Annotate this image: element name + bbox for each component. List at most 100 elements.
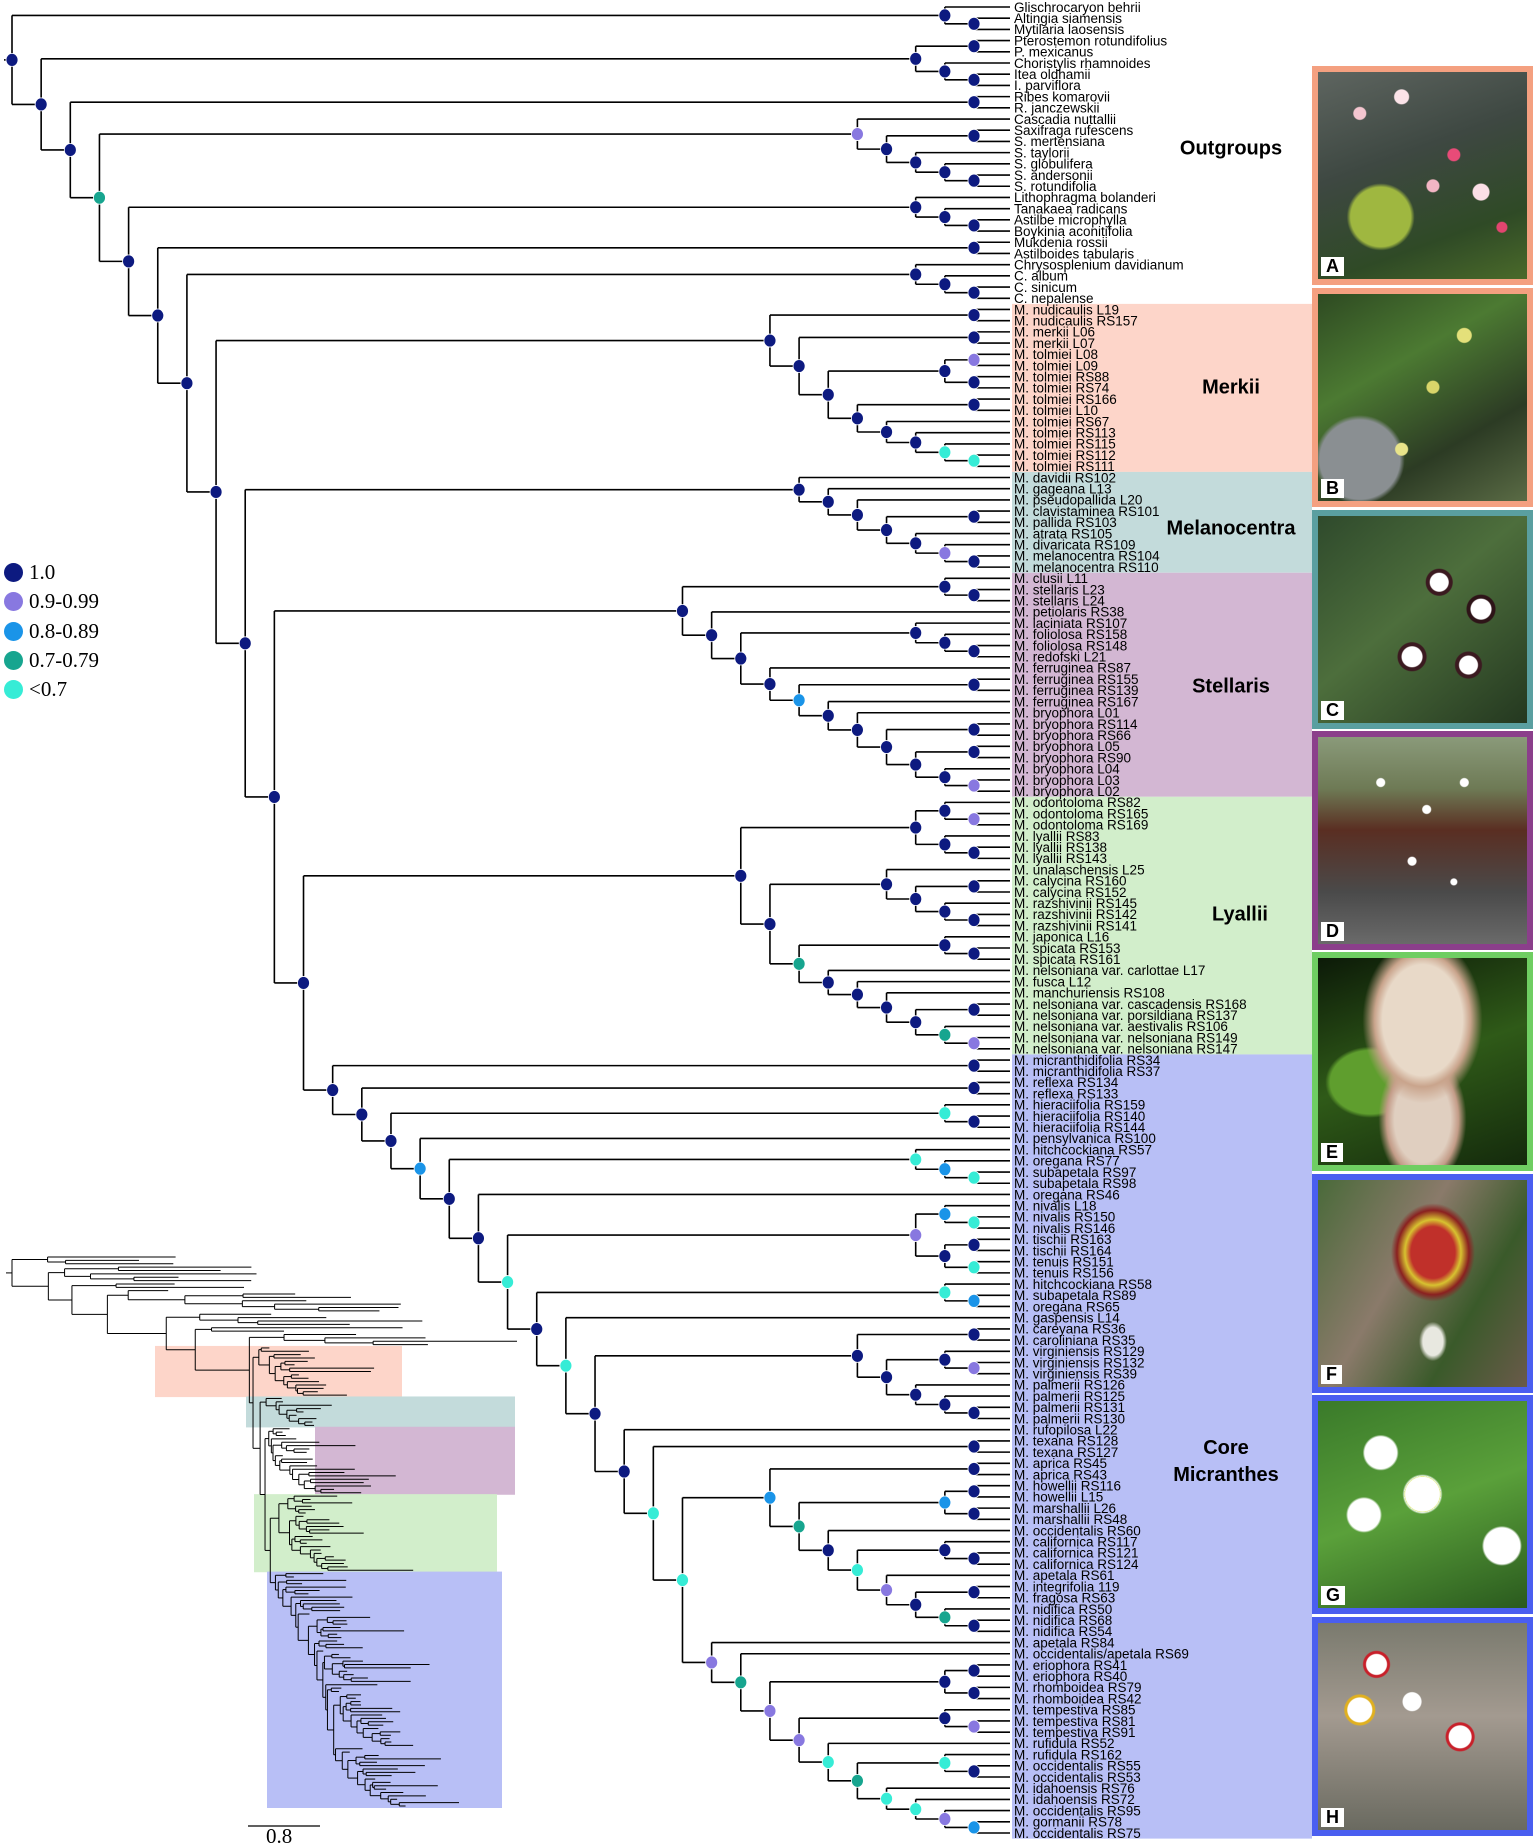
support-node (122, 254, 136, 269)
support-node (967, 16, 981, 31)
support-node (938, 1249, 952, 1263)
taxon-label: M. bryophora L01 (1014, 706, 1120, 721)
support-node (909, 536, 923, 551)
taxon-label: M. californica RS124 (1014, 1557, 1139, 1572)
taxon-label: M. atrata RS105 (1014, 526, 1112, 541)
taxon-label: M. clavistaminea RS101 (1014, 504, 1160, 519)
inset-clade-box (254, 1494, 497, 1573)
taxon-label: M. occidentalis RS55 (1014, 1759, 1141, 1774)
support-node (938, 1106, 952, 1121)
clade-box (1012, 796, 1312, 1055)
taxon-label: M. oregana RS46 (1014, 1187, 1120, 1202)
support-node (763, 917, 777, 931)
support-node (938, 165, 952, 180)
support-node (967, 1506, 981, 1521)
taxon-label: M. japonica L16 (1014, 930, 1109, 945)
taxon-label: M. rufopilosa L22 (1014, 1423, 1118, 1438)
support-node (676, 604, 689, 618)
support-node (821, 975, 835, 990)
support-node (967, 722, 981, 737)
support-node (967, 1215, 981, 1230)
taxon-label: M. aprica RS45 (1014, 1456, 1107, 1471)
taxon-label: M. aprica RS43 (1014, 1467, 1107, 1482)
taxon-label: M. nivalis RS150 (1014, 1210, 1115, 1225)
taxon-label: M. oregana RS65 (1014, 1299, 1120, 1314)
taxon-label: M. howellii L15 (1014, 1490, 1103, 1505)
support-node (967, 453, 981, 468)
taxon-label: M. virginiensis RS132 (1014, 1355, 1145, 1370)
taxon-label: M. reflexa RS134 (1014, 1075, 1119, 1090)
support-node (209, 485, 223, 499)
taxon-label: Mukdenia rossii (1014, 235, 1108, 250)
taxon-label: M. fragosa RS63 (1014, 1591, 1115, 1606)
taxon-label: M. nidifica RS50 (1014, 1602, 1112, 1617)
support-node (938, 1674, 952, 1689)
taxon-label: M. clusii L11 (1014, 571, 1088, 586)
taxon-label: Choristylis rhamnoides (1014, 56, 1151, 71)
taxon-label: M. virginiensis RS129 (1014, 1344, 1145, 1359)
support-node (967, 1361, 981, 1375)
support-node (850, 508, 864, 522)
taxon-label: M. apetala RS84 (1014, 1635, 1115, 1650)
legend-item: 1.0 (4, 558, 99, 587)
support-node (909, 820, 923, 835)
taxon-label: M. ferruginea RS87 (1014, 661, 1131, 676)
support-node (967, 1663, 981, 1678)
support-node (909, 51, 923, 66)
support-node (34, 97, 48, 112)
photo-G: G (1312, 1395, 1533, 1614)
inset-clade-box (246, 1396, 515, 1428)
taxon-label: M. eriophora RS40 (1014, 1669, 1127, 1684)
support-node (938, 445, 952, 460)
taxon-label: M. bryophora L02 (1014, 784, 1120, 799)
taxon-label: M. nudicaulis RS157 (1014, 313, 1138, 328)
taxon-label: M. odontoloma RS82 (1014, 795, 1141, 810)
support-node (734, 868, 748, 883)
support-node (967, 1618, 981, 1633)
support-node (151, 308, 165, 323)
support-node (880, 1583, 893, 1597)
taxon-label: M. oregana RS77 (1014, 1154, 1120, 1169)
taxon-label: M. tolmiei RS88 (1014, 369, 1109, 384)
support-node (938, 1812, 952, 1826)
taxon-label: M. howellii RS116 (1014, 1479, 1121, 1494)
taxon-label: I. parviflora (1014, 78, 1081, 93)
photo-letter: E (1321, 1143, 1344, 1162)
taxon-label: M. bryophora RS90 (1014, 750, 1131, 765)
taxon-label: M. pensylvanica RS100 (1014, 1131, 1156, 1146)
taxon-label: M. palmerii RS130 (1014, 1411, 1125, 1426)
clade-label-merkii: Merkii (1202, 376, 1260, 399)
support-node (967, 778, 981, 793)
taxon-label: M. manchuriensis RS108 (1014, 986, 1165, 1001)
taxon-label: M. ferruginea RS167 (1014, 694, 1139, 709)
support-nodes (5, 8, 981, 1835)
support-node (967, 554, 981, 569)
support-node (938, 546, 952, 561)
support-node (763, 677, 777, 691)
support-node (967, 218, 981, 233)
taxon-label: M. lyallii RS83 (1014, 829, 1100, 844)
taxon-label: M. palmerii RS126 (1014, 1378, 1125, 1393)
taxon-label: M. unalaschensis L25 (1014, 862, 1145, 877)
taxon-label: M. subapetala RS89 (1014, 1288, 1136, 1303)
taxon-label: M. reflexa RS133 (1014, 1086, 1118, 1101)
taxon-label: M. bryophora L05 (1014, 739, 1120, 754)
photo-letter: B (1321, 479, 1344, 498)
support-node (850, 127, 864, 141)
taxon-label: M. razshivinii RS141 (1014, 918, 1137, 933)
taxon-label: M. tolmiei RS115 (1014, 437, 1116, 452)
support-node (850, 723, 864, 737)
taxon-label: M. odontoloma RS165 (1014, 806, 1148, 821)
legend-label: 0.7-0.79 (29, 648, 99, 673)
taxon-label: M. marshallii L26 (1014, 1501, 1116, 1516)
taxon-label: M. ferruginea RS139 (1014, 683, 1139, 698)
taxon-label: M. spicata RS161 (1014, 952, 1121, 967)
taxon-label: M. razshivinii RS145 (1014, 896, 1137, 911)
taxon-label: M. texana RS127 (1014, 1445, 1118, 1460)
photo-C: C (1312, 510, 1533, 729)
taxon-label: M. odontoloma RS169 (1014, 818, 1148, 833)
support-node (734, 651, 748, 666)
taxon-label: M. lyallii RS143 (1014, 851, 1107, 866)
taxon-label: Astilbe microphylla (1014, 213, 1127, 228)
